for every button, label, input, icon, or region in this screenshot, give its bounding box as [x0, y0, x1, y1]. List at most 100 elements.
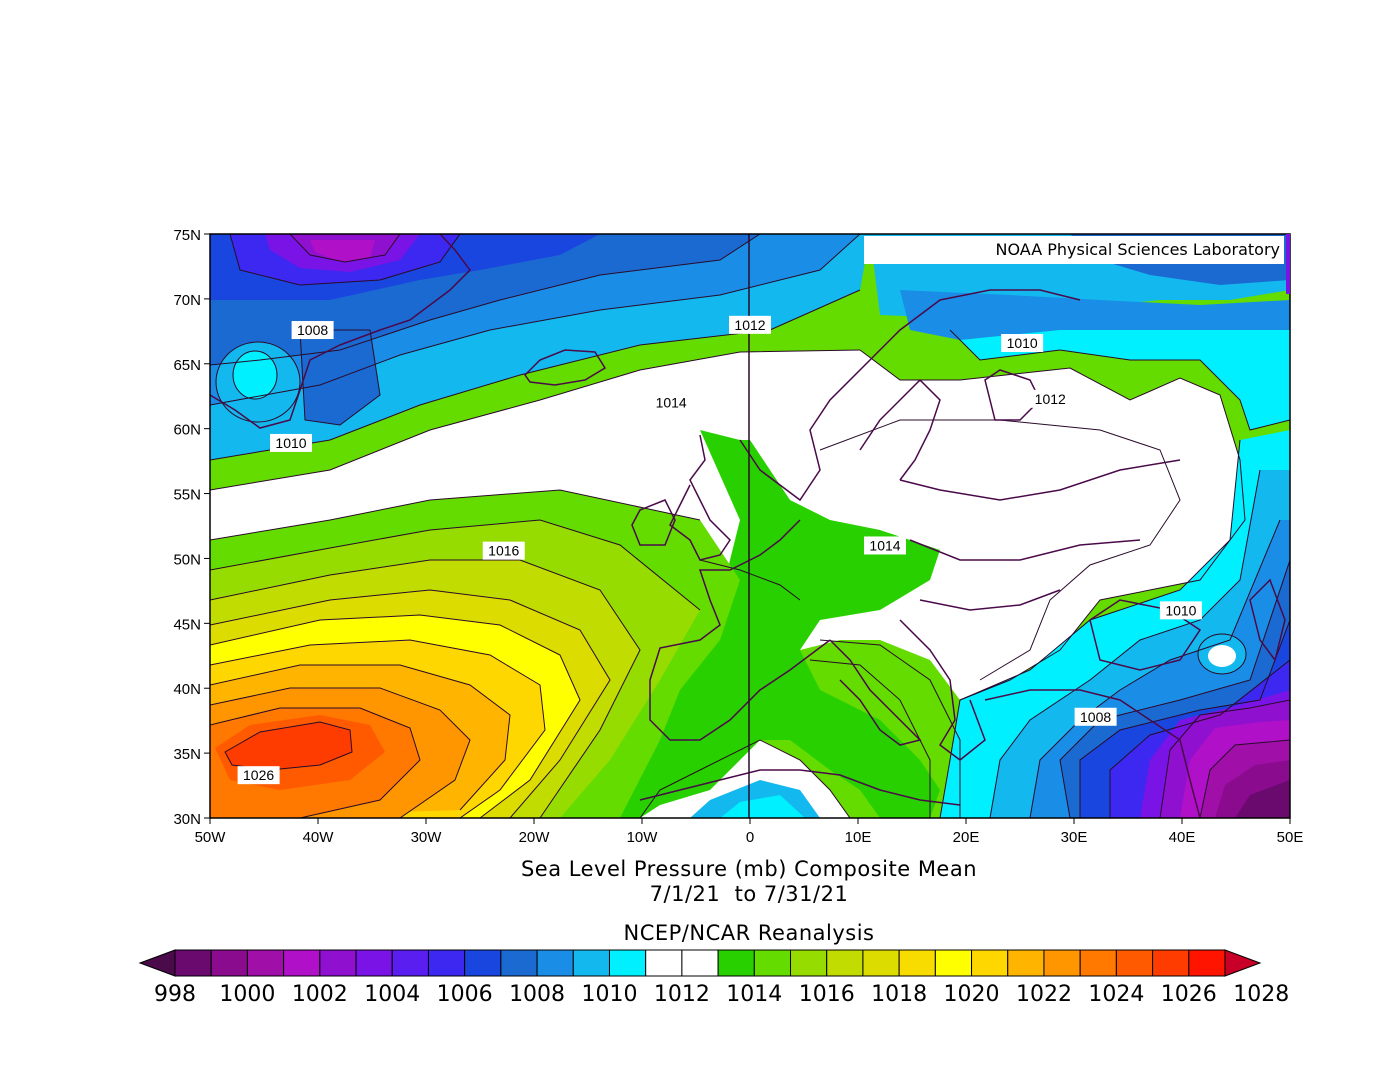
- colorbar-label: 1020: [944, 982, 1000, 1007]
- lat-tick-label: 70N: [173, 292, 201, 309]
- map-title: Sea Level Pressure (mb) Composite Mean: [521, 857, 977, 881]
- contour-label: 1014: [864, 536, 906, 555]
- colorbar-label: 1026: [1161, 982, 1217, 1007]
- colorbar-swatch: [645, 949, 683, 977]
- colorbar-label: 1018: [871, 982, 927, 1007]
- colorbar-swatch: [174, 949, 212, 977]
- lat-tick-label: 30N: [173, 811, 201, 828]
- lon-tick-label: 10W: [627, 829, 659, 846]
- latitude-axis: 75N 70N 65N 60N 55N 50N 45N 40N 35N 30N: [173, 227, 210, 828]
- lat-tick-label: 55N: [173, 487, 201, 504]
- contour-label: 1010: [1159, 601, 1202, 620]
- longitude-axis: 50W 40W 30W 20W 10W 0 10E 20E 30E 40E 50E: [195, 818, 1304, 846]
- colorbar-low-arrow: [138, 949, 176, 977]
- contour-label: 1010: [1001, 334, 1044, 353]
- lon-tick-label: 20E: [953, 829, 980, 846]
- contour-label: 1012: [729, 315, 771, 334]
- colorbar-swatch: [500, 949, 538, 977]
- contour-label-text: 1012: [734, 317, 765, 333]
- colorbar-label: 1022: [1016, 982, 1072, 1007]
- colorbar-label: 1024: [1088, 982, 1144, 1007]
- lon-tick-label: 40W: [303, 829, 335, 846]
- contour-label-text: 1016: [488, 543, 519, 559]
- colorbar: [138, 949, 1262, 977]
- map-subtitle: NCEP/NCAR Reanalysis: [624, 921, 875, 945]
- colorbar-swatch: [246, 949, 285, 977]
- lon-tick-label: 30W: [411, 829, 443, 846]
- contour-label: 1014: [650, 393, 693, 412]
- lon-tick-label: 50W: [195, 829, 227, 846]
- colorbar-swatch: [319, 949, 357, 977]
- colorbar-swatch: [1152, 949, 1190, 977]
- colorbar-swatch: [862, 949, 900, 977]
- colorbar-swatch: [1188, 949, 1226, 977]
- pressure-map: 1008 1010 1012 1014 1016 1026 1014 1010 1012 1010…: [210, 234, 1290, 818]
- colorbar-swatch: [1043, 949, 1081, 977]
- colorbar-swatch: [1115, 949, 1154, 977]
- colorbar-swatch: [391, 949, 429, 977]
- colorbar-swatch: [790, 949, 828, 977]
- colorbar-swatch: [681, 949, 719, 977]
- coastlines: [210, 234, 1286, 818]
- isobar-lines: [210, 234, 1290, 818]
- contour-label: 1008: [291, 321, 334, 340]
- lat-tick-label: 60N: [173, 422, 201, 439]
- colorbar-labels: 998 1000 1002 1004 1006 1008 1010 1012 1014 1016 1…: [154, 982, 1289, 1007]
- contour-label: 1016: [482, 541, 525, 560]
- lat-tick-label: 35N: [173, 746, 201, 763]
- contour-label-text: 1014: [656, 395, 687, 411]
- colorbar-swatch: [1079, 949, 1117, 977]
- filled-contours: [210, 234, 1290, 818]
- colorbar-swatch: [753, 949, 792, 977]
- colorbar-swatch: [1007, 949, 1045, 977]
- lon-tick-label: 0: [746, 829, 754, 846]
- credit-text: NOAA Physical Sciences Laboratory: [996, 240, 1280, 259]
- colorbar-swatch: [283, 949, 321, 977]
- contour-label-text: 1010: [275, 435, 306, 451]
- colorbar-label: 1004: [364, 982, 420, 1007]
- colorbar-label: 1000: [219, 982, 275, 1007]
- colorbar-swatch: [210, 949, 248, 977]
- contour-label-text: 1008: [1080, 709, 1111, 725]
- contour-label-text: 1026: [243, 767, 274, 783]
- contour-label-text: 1012: [1035, 391, 1066, 407]
- lon-tick-label: 40E: [1169, 829, 1196, 846]
- lon-tick-label: 30E: [1061, 829, 1088, 846]
- contour-label-text: 1014: [869, 537, 900, 553]
- lat-tick-label: 45N: [173, 616, 201, 633]
- lat-tick-label: 40N: [173, 681, 201, 698]
- colorbar-label: 1012: [654, 982, 710, 1007]
- contour-label-text: 1010: [1165, 602, 1196, 618]
- contour-label: 1012: [1029, 389, 1072, 408]
- credit-box: NOAA Physical Sciences Laboratory: [864, 236, 1284, 264]
- map-frame-purple-edge: [1286, 234, 1290, 294]
- colorbar-swatch: [717, 949, 755, 977]
- colorbar-swatch: [464, 949, 502, 977]
- contour-label-text: 1008: [297, 322, 328, 338]
- map-date-range: 7/1/21 to 7/31/21: [650, 882, 849, 906]
- colorbar-swatch: [427, 949, 466, 977]
- colorbar-swatch: [898, 949, 936, 977]
- colorbar-swatch: [608, 949, 647, 977]
- colorbar-swatch: [826, 949, 864, 977]
- colorbar-label: 1014: [726, 982, 782, 1007]
- colorbar-label: 1008: [509, 982, 565, 1007]
- lon-tick-label: 50E: [1277, 829, 1304, 846]
- colorbar-label: 1010: [581, 982, 637, 1007]
- colorbar-swatch: [572, 949, 610, 977]
- colorbar-label: 1002: [292, 982, 348, 1007]
- colorbar-label: 1006: [437, 982, 493, 1007]
- colorbar-label: 998: [154, 982, 196, 1007]
- colorbar-label: 1016: [799, 982, 855, 1007]
- contour-labels: 1008 1010 1012 1014 1016 1026 1014 1010 1012 1010…: [237, 315, 1202, 785]
- colorbar-high-arrow: [1224, 949, 1262, 977]
- colorbar-swatch: [971, 949, 1009, 977]
- contour-label: 1026: [237, 766, 280, 785]
- lon-tick-label: 10E: [845, 829, 872, 846]
- contour-label-text: 1010: [1007, 335, 1038, 351]
- lat-tick-label: 75N: [173, 227, 201, 244]
- contour-label: 1010: [270, 433, 312, 452]
- colorbar-swatch: [536, 949, 574, 977]
- contour-label: 1008: [1074, 707, 1117, 726]
